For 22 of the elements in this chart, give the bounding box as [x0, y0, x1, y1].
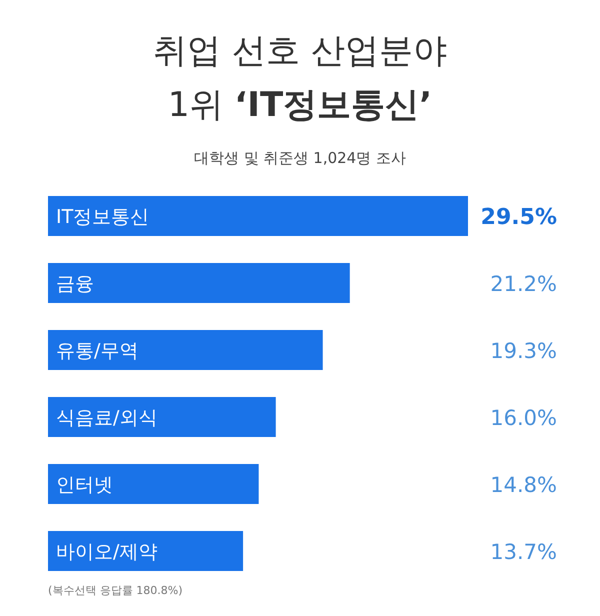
data-label: 29.5% [480, 205, 557, 230]
text: 대학생 및 취준생 1,024명 조사 [194, 149, 406, 167]
bar [48, 196, 468, 236]
data-label: 19.3% [490, 339, 557, 363]
data-label: 21.2% [490, 272, 557, 296]
bar [48, 531, 244, 571]
y-tick-label: 인터넷 [56, 474, 113, 496]
chart-title: 취업 선호 산업분야 [153, 31, 447, 71]
data-label: 14.8% [490, 473, 557, 497]
data-label: 16.0% [490, 406, 557, 430]
bar [48, 464, 259, 504]
chart-subtitle: 1위 ‘IT정보통신’ [168, 85, 432, 125]
y-tick-label: IT정보통신 [56, 206, 150, 228]
bar [48, 330, 323, 370]
annotation: (복수선택 응답률 180.8%) [48, 584, 183, 597]
y-tick-label: 유통/무역 [56, 340, 138, 362]
bar [48, 397, 276, 437]
data-label: 13.7% [490, 540, 557, 564]
y-tick-label: 식음료/외식 [56, 407, 158, 429]
y-tick-label: 금융 [56, 273, 94, 295]
y-tick-label: 바이오/제약 [56, 541, 158, 563]
bar [48, 263, 350, 303]
